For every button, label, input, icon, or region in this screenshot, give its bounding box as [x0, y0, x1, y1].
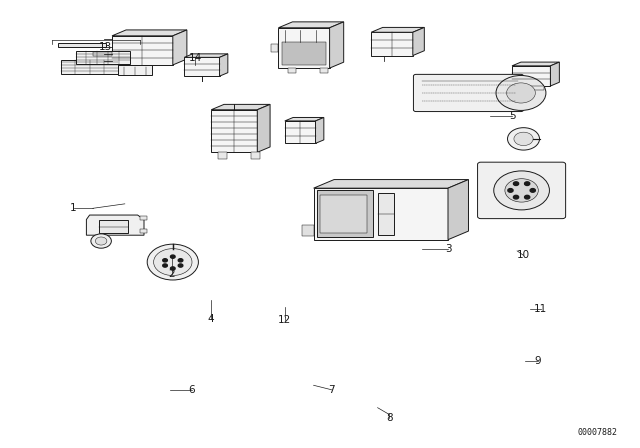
- Circle shape: [147, 244, 198, 280]
- Text: 7: 7: [328, 385, 335, 395]
- Circle shape: [525, 182, 530, 185]
- Polygon shape: [550, 62, 559, 86]
- Polygon shape: [512, 66, 550, 86]
- Bar: [271, 44, 278, 52]
- Circle shape: [178, 258, 183, 262]
- Polygon shape: [371, 27, 424, 32]
- Circle shape: [508, 128, 540, 150]
- Bar: [61, 60, 118, 74]
- Polygon shape: [314, 188, 448, 240]
- Text: 13: 13: [99, 42, 112, 52]
- Circle shape: [154, 249, 192, 276]
- Circle shape: [508, 189, 513, 192]
- Text: 5: 5: [509, 112, 515, 121]
- Polygon shape: [211, 104, 270, 110]
- Bar: [288, 68, 296, 73]
- Polygon shape: [285, 121, 316, 143]
- Circle shape: [163, 264, 168, 267]
- Bar: [317, 190, 373, 237]
- Circle shape: [514, 132, 533, 146]
- Bar: [320, 68, 328, 73]
- Circle shape: [493, 171, 550, 210]
- Circle shape: [91, 234, 111, 248]
- Bar: [302, 225, 314, 236]
- Text: 10: 10: [517, 250, 530, 260]
- Bar: [140, 216, 147, 220]
- Bar: [320, 195, 367, 233]
- Text: 3: 3: [445, 244, 451, 254]
- Text: 00007882: 00007882: [578, 428, 618, 437]
- Bar: [93, 52, 112, 56]
- Text: 2: 2: [168, 269, 175, 279]
- Polygon shape: [316, 117, 324, 143]
- Polygon shape: [184, 57, 220, 76]
- Circle shape: [95, 237, 107, 245]
- Circle shape: [507, 83, 535, 103]
- Polygon shape: [220, 54, 228, 76]
- Polygon shape: [278, 28, 330, 68]
- Bar: [218, 152, 227, 159]
- Circle shape: [505, 179, 538, 202]
- Bar: [282, 42, 326, 65]
- Bar: [99, 220, 128, 233]
- Bar: [140, 229, 147, 233]
- Polygon shape: [314, 180, 468, 188]
- Circle shape: [496, 76, 546, 110]
- Polygon shape: [371, 32, 413, 56]
- Bar: [76, 51, 130, 64]
- Text: 4: 4: [208, 314, 214, 324]
- FancyBboxPatch shape: [413, 74, 524, 112]
- Polygon shape: [257, 104, 270, 152]
- Circle shape: [170, 255, 175, 258]
- Circle shape: [178, 264, 183, 267]
- Text: 8: 8: [386, 413, 392, 422]
- Polygon shape: [112, 30, 187, 36]
- Circle shape: [513, 182, 518, 185]
- Text: 12: 12: [278, 315, 291, 325]
- Circle shape: [513, 195, 518, 199]
- Polygon shape: [278, 22, 344, 28]
- Bar: [378, 193, 394, 235]
- Text: 6: 6: [189, 385, 195, 395]
- Text: 9: 9: [534, 356, 541, 366]
- Polygon shape: [413, 27, 424, 56]
- Polygon shape: [512, 62, 559, 66]
- Bar: [518, 86, 544, 90]
- Circle shape: [530, 189, 535, 192]
- Bar: [251, 152, 260, 159]
- Polygon shape: [211, 110, 257, 152]
- Circle shape: [525, 195, 530, 199]
- Polygon shape: [173, 30, 187, 65]
- Circle shape: [170, 267, 175, 270]
- Polygon shape: [330, 22, 344, 68]
- Polygon shape: [285, 117, 324, 121]
- Text: 1: 1: [70, 203, 77, 213]
- Polygon shape: [112, 36, 173, 65]
- Text: 11: 11: [534, 304, 547, 314]
- Text: 14: 14: [189, 53, 202, 63]
- Bar: [118, 65, 152, 75]
- Circle shape: [163, 258, 168, 262]
- Polygon shape: [184, 54, 228, 57]
- Bar: [58, 43, 106, 47]
- Polygon shape: [86, 215, 144, 235]
- Polygon shape: [448, 180, 468, 240]
- FancyBboxPatch shape: [477, 162, 566, 219]
